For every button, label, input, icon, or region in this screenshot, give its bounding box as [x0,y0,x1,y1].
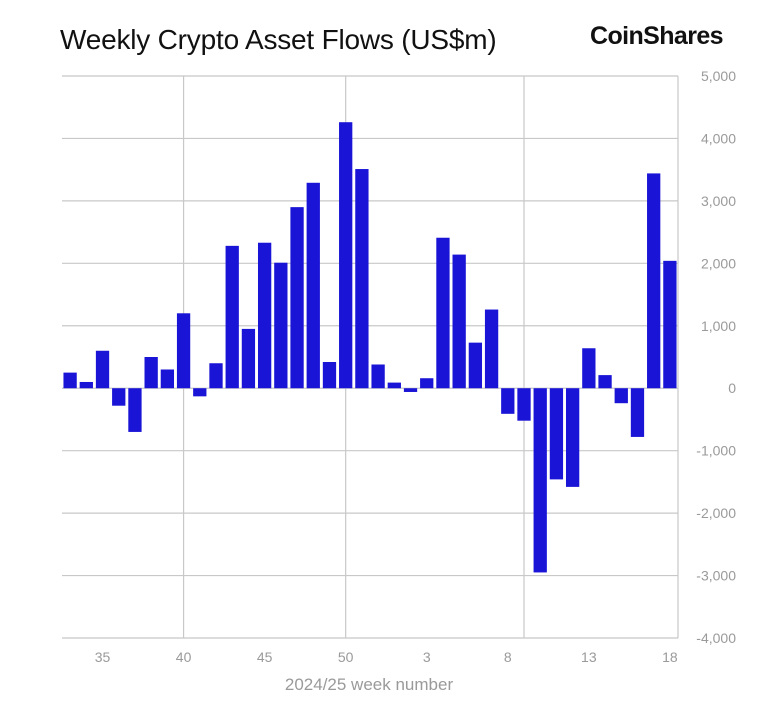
bar-week-7 [484,309,499,389]
x-tick-label: 50 [338,649,354,665]
bar-week-5 [452,254,466,389]
bar-week-6 [468,342,483,389]
y-tick-label: 2,000 [701,255,736,271]
bar-week-43 [225,245,239,389]
bar-week-51 [355,169,369,389]
bar-week-50 [339,122,353,389]
coinshares-logo: CoinShares [590,22,724,50]
bar-week-9 [517,388,531,421]
bar-week-37 [128,388,142,432]
bar-week-42 [209,363,223,389]
bar-week-34 [79,381,93,389]
bar-week-35 [95,350,110,389]
bar-week-18 [663,260,677,389]
bars [63,122,677,573]
bar-week-8 [501,388,515,414]
bar-week-48 [306,182,320,389]
x-tick-label: 45 [257,649,273,665]
bar-week-41 [193,388,207,397]
x-axis-label: 2024/25 week number [285,675,454,694]
y-tick-label: -3,000 [696,568,736,584]
bar-week-12 [565,388,580,487]
x-tick-label: 3 [423,649,431,665]
bar-week-36 [112,388,126,406]
chart-title: Weekly Crypto Asset Flows (US$m) [60,24,497,55]
bar-week-13 [582,348,596,389]
bar-week-33 [63,372,77,389]
bar-week-10 [533,388,547,573]
y-tick-label: -4,000 [696,630,736,646]
y-axis-ticks: 5,000 4,000 3,000 2,000 1,000 0 -1,000 -2,000 -3… [696,68,736,646]
y-tick-label: 1,000 [701,318,736,334]
bar-week-3 [420,378,434,389]
bar-week-45 [257,242,272,389]
bar-week-17 [647,173,661,389]
x-tick-label: 18 [662,649,678,665]
bar-week-1 [387,382,401,389]
bar-week-38 [144,357,158,389]
bar-week-2 [403,388,418,392]
bar-week-40 [176,313,191,389]
bar-week-4 [436,237,450,389]
x-tick-label: 35 [95,649,111,665]
bar-week-46 [274,262,288,389]
y-tick-label: 3,000 [701,193,736,209]
bar-week-14 [598,375,612,389]
x-tick-label: 40 [176,649,192,665]
bar-week-44 [241,328,256,389]
x-tick-label: 13 [581,649,597,665]
bar-week-16 [630,388,645,437]
x-axis-ticks: 35 40 45 50 3 8 13 18 [95,649,678,665]
bar-week-11 [549,388,564,480]
bar-week-39 [160,369,175,389]
y-tick-label: -2,000 [696,505,736,521]
y-tick-label: -1,000 [696,443,736,459]
bar-week-49 [322,361,337,389]
bar-week-52 [371,364,385,389]
y-tick-label: 0 [728,380,736,396]
y-tick-label: 4,000 [701,130,736,146]
bar-week-47 [290,207,304,389]
x-tick-label: 8 [504,649,512,665]
bar-week-15 [614,388,628,404]
y-tick-label: 5,000 [701,68,736,84]
